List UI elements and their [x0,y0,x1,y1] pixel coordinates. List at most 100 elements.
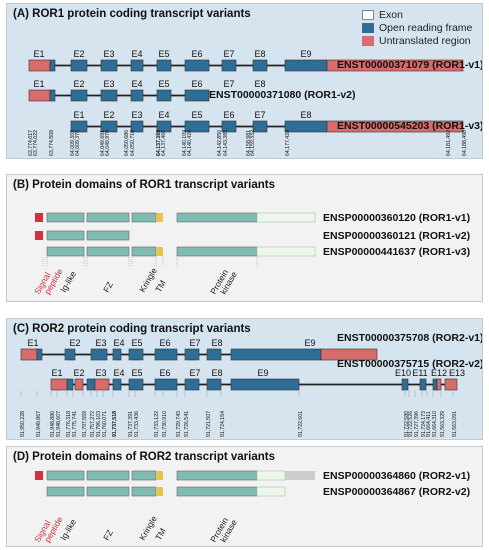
genomic-coordinate: 91,729,743 [176,411,182,437]
signal-peptide-domain [35,471,43,480]
genomic-coordinate: 91,722,526 [408,411,414,437]
genomic-coordinate: 64,142,850 [217,130,223,156]
exon-8 [154,378,178,391]
genomic-coordinate: 91,796,103 [96,411,102,437]
kringle-domain [131,486,157,497]
panel-d-title: (D) Protein domains of ROR2 transcript v… [13,451,275,463]
genomic-coordinate: 63,774,022 [33,130,39,156]
genomic-coordinate: 64,137,466 [161,130,167,156]
exon-label: E7 [189,338,200,348]
exon-label: E6 [191,49,202,59]
exon-label: E2 [73,49,84,59]
exon-3 [64,348,76,361]
exon-label: E5 [131,368,142,378]
genomic-coordinate: 64,009,376 [75,130,81,156]
ror1-domain-diagram: ENSP00000360120 (ROR1-v1) ENSP00000360121… [32,212,470,296]
exon-label: E7 [223,49,234,59]
exon-2 [100,120,118,133]
c-terminal-region [256,486,286,497]
genomic-coordinate: 64,181,492 [446,130,452,156]
exon-8 [284,120,328,133]
exon-11 [230,378,300,391]
exon-8 [221,59,237,72]
genomic-coordinate: 91,948,607 [56,411,62,437]
fz-domain [86,246,130,257]
genomic-coordinate: 91,776,318 [66,411,72,437]
ig-like-domain [46,246,85,257]
exon-6 [221,120,237,133]
genomic-coordinate: 64,143,385 [223,130,229,156]
genomic-coordinate: 91,733,436 [134,411,140,437]
genomic-coordinate: 64,050,686 [124,130,130,156]
ig-like-domain [46,486,85,497]
genomic-coordinate: 91,727,396 [414,411,420,437]
exon-7 [184,89,210,102]
genomic-coordinate: 91,757,272 [90,411,96,437]
exon-10 [206,378,222,391]
exon-1 [50,378,68,391]
exon-6 [128,348,144,361]
exon-7 [128,378,144,391]
exon-9 [326,120,464,133]
genomic-coordinate: 64,177,428 [285,130,291,156]
transcript-id-label: ENST00000371080 (ROR1-v2) [209,89,356,101]
genomic-coordinate: 64,140,109 [182,130,188,156]
exon-11 [326,59,464,72]
exon-label: E6 [159,368,170,378]
protein-id-label: ENSP00000364860 (ROR2-v1) [323,470,470,482]
exon-label: E1 [73,110,84,120]
protein-id-label: ENSP00000360120 (ROR1-v1) [323,212,470,224]
genomic-coordinate: 64,158,981 [246,130,252,156]
fz-domain [86,486,130,497]
legend-swatch-utr [362,35,374,46]
legend-item-utr: Untranslated region [362,34,472,47]
genomic-coordinate: 91,664,310 [432,411,438,437]
protein-id-label: ENSP00000441637 (ROR1-v3) [323,246,470,258]
ror2-domain-diagram: ENSP00000364860 (ROR2-v1) ENSP00000364867… [32,470,470,544]
protein-kinase-domain [176,470,258,481]
legend-swatch-orf [362,22,374,33]
exon-label: E1 [51,368,62,378]
exon-label: E3 [95,338,106,348]
protein-kinase-domain [176,486,258,497]
exon-label: E13 [449,368,465,378]
genomic-coordinate: 91,737,518 [112,411,118,437]
genomic-coordinate: 63,774,508 [49,130,55,156]
exon-label: E1 [33,79,44,89]
ig-like-domain [46,470,85,481]
c-terminal-region [256,246,316,257]
legend-label-exon: Exon [379,8,403,21]
exon-label: E9 [257,368,268,378]
exon-label: E10 [395,368,411,378]
panel-a-title: (A) ROR1 protein coding transcript varia… [13,8,251,20]
exon-9 [184,378,200,391]
exon-3 [70,89,88,102]
exon-label: E6 [159,338,170,348]
exon-7 [252,120,268,133]
exon-6 [112,378,122,391]
fz-domain [86,230,130,241]
exon-label: E2 [73,79,84,89]
panel-b-ror1-domains: (B) Protein domains of ROR1 transcript v… [6,174,483,302]
exon-label: E8 [254,49,265,59]
ig-like-domain [46,230,85,241]
legend: Exon Open reading frame Untranslated reg… [362,8,472,47]
legend-item-orf: Open reading frame [362,21,472,34]
exon-15 [436,378,442,391]
tm-domain [156,487,163,496]
domain-label: TM [153,278,168,294]
genomic-coordinate: 91,724,154 [220,411,226,437]
exon-label: E3 [103,49,114,59]
exon-7 [154,348,178,361]
exon-1 [70,120,88,133]
protein-id-label: ENSP00000360121 (ROR1-v2) [323,230,470,242]
exon-14 [432,378,438,391]
genomic-coordinate: 91,760,071 [102,411,108,437]
genomic-coordinate: 91,730,910 [162,411,168,437]
exon-label: E11 [412,368,427,378]
tm-domain [156,471,163,480]
exon-label: E7 [254,110,265,120]
exon-label: E6 [223,110,234,120]
signal-peptide-domain [35,213,43,222]
genomic-coordinate: 64,050,718 [130,130,136,156]
